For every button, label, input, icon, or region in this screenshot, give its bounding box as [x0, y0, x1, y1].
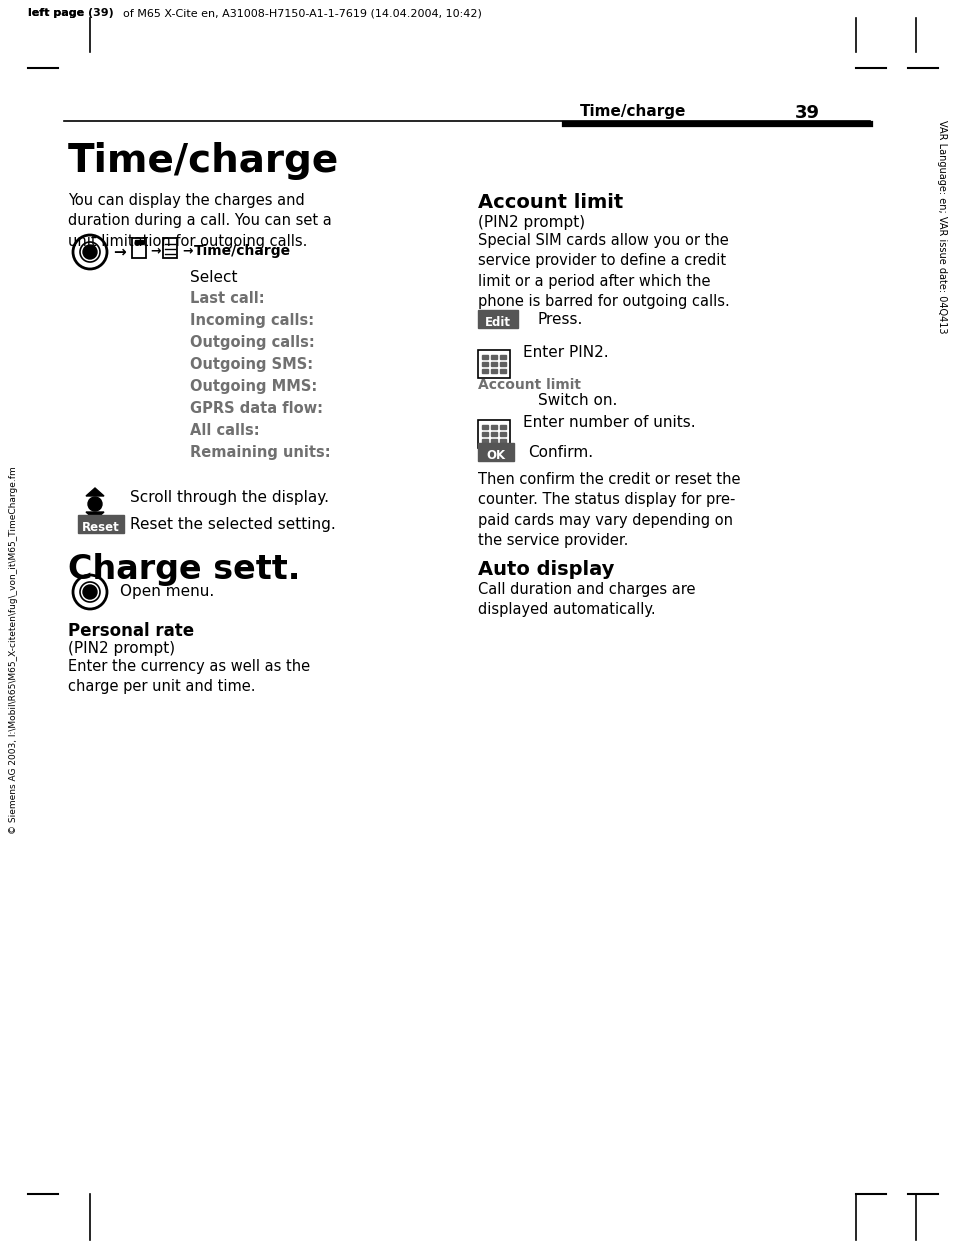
Text: Special SIM cards allow you or the
service provider to define a credit
limit or : Special SIM cards allow you or the servi… — [477, 233, 729, 309]
Text: Enter number of units.: Enter number of units. — [522, 415, 695, 430]
Text: of M65 X-Cite en, A31008-H7150-A1-1-7619 (14.04.2004, 10:42): of M65 X-Cite en, A31008-H7150-A1-1-7619… — [123, 7, 481, 17]
Text: Reset the selected setting.: Reset the selected setting. — [130, 517, 335, 532]
Text: 39: 39 — [794, 103, 820, 122]
Bar — [491, 439, 497, 444]
Bar — [499, 425, 505, 429]
Text: Remaining units:: Remaining units: — [190, 445, 331, 460]
Text: left page: left page — [28, 7, 88, 17]
Bar — [477, 350, 510, 378]
Bar — [477, 310, 517, 328]
Text: Outgoing SMS:: Outgoing SMS: — [190, 358, 313, 373]
Text: All calls:: All calls: — [190, 422, 259, 439]
Text: GPRS data flow:: GPRS data flow: — [190, 401, 323, 416]
Text: Incoming calls:: Incoming calls: — [190, 313, 314, 328]
Text: Scroll through the display.: Scroll through the display. — [130, 490, 329, 505]
Bar — [499, 432, 505, 436]
Text: Call duration and charges are
displayed automatically.: Call duration and charges are displayed … — [477, 582, 695, 618]
Bar — [491, 425, 497, 429]
Text: Press.: Press. — [537, 312, 583, 326]
Bar — [491, 369, 497, 373]
Bar — [481, 439, 488, 444]
Text: VAR Language: en; VAR issue date: 04Q413: VAR Language: en; VAR issue date: 04Q413 — [936, 120, 946, 334]
Bar — [491, 432, 497, 436]
Bar — [499, 355, 505, 359]
Text: Enter the currency as well as the
charge per unit and time.: Enter the currency as well as the charge… — [68, 659, 310, 694]
Bar — [499, 439, 505, 444]
Text: Account limit: Account limit — [477, 193, 622, 212]
Text: Time/charge: Time/charge — [193, 244, 291, 258]
Bar — [477, 444, 514, 461]
Text: Auto display: Auto display — [477, 559, 614, 579]
Text: Personal rate: Personal rate — [68, 622, 193, 640]
Text: Edit: Edit — [484, 316, 511, 329]
Text: © Siemens AG 2003, I:\Mobil\R65\M65_X-citeten\fug\_von_it\M65_TimeCharge.fm: © Siemens AG 2003, I:\Mobil\R65\M65_X-ci… — [10, 466, 18, 834]
Bar — [481, 425, 488, 429]
Text: Outgoing calls:: Outgoing calls: — [190, 335, 314, 350]
Text: Last call:: Last call: — [190, 292, 264, 307]
Bar — [132, 238, 146, 258]
Bar — [499, 363, 505, 366]
Bar — [135, 240, 143, 244]
Text: Confirm.: Confirm. — [527, 445, 593, 460]
Text: →: → — [182, 244, 193, 257]
Bar — [481, 432, 488, 436]
Text: Open menu.: Open menu. — [120, 584, 214, 599]
Text: You can display the charges and
duration during a call. You can set a
unit limit: You can display the charges and duration… — [68, 193, 332, 249]
Circle shape — [83, 586, 97, 599]
Bar — [499, 369, 505, 373]
Text: left page (39): left page (39) — [28, 7, 108, 17]
Bar — [481, 355, 488, 359]
Text: Time/charge: Time/charge — [68, 142, 339, 179]
Bar — [163, 238, 177, 258]
Bar — [477, 420, 510, 449]
Circle shape — [83, 245, 97, 259]
Text: Enter PIN2.: Enter PIN2. — [522, 345, 608, 360]
Text: OK: OK — [486, 449, 505, 462]
Text: left page (39): left page (39) — [28, 7, 117, 17]
Polygon shape — [86, 512, 104, 520]
Text: →: → — [112, 244, 126, 259]
Text: Charge sett.: Charge sett. — [68, 553, 300, 586]
Text: →: → — [150, 244, 160, 257]
Text: (PIN2 prompt): (PIN2 prompt) — [477, 216, 584, 231]
Text: Time/charge: Time/charge — [579, 103, 685, 120]
Bar — [491, 363, 497, 366]
Circle shape — [88, 497, 102, 511]
Text: Reset: Reset — [82, 521, 120, 535]
Bar — [481, 363, 488, 366]
Bar — [78, 515, 124, 533]
Bar — [491, 355, 497, 359]
Text: Then confirm the credit or reset the
counter. The status display for pre-
paid c: Then confirm the credit or reset the cou… — [477, 472, 740, 548]
Text: (PIN2 prompt): (PIN2 prompt) — [68, 640, 175, 655]
Text: Account limit: Account limit — [477, 378, 580, 392]
Text: Select: Select — [190, 270, 237, 285]
Polygon shape — [86, 488, 104, 496]
Bar — [481, 369, 488, 373]
Text: Switch on.: Switch on. — [537, 392, 617, 407]
Text: Outgoing MMS:: Outgoing MMS: — [190, 379, 317, 394]
